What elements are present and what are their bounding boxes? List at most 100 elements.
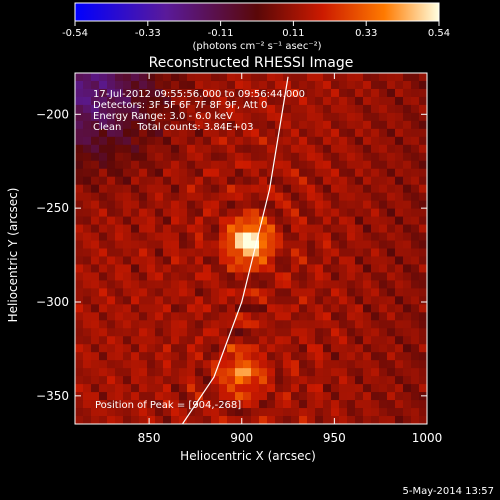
heatmap-cell: [363, 272, 372, 281]
heatmap-cell: [387, 176, 396, 186]
heatmap-cell: [203, 232, 212, 241]
heatmap-cell: [387, 192, 396, 202]
heatmap-cell: [147, 392, 156, 401]
heatmap-cell: [227, 152, 236, 162]
heatmap-cell: [235, 376, 244, 385]
heatmap-cell: [211, 80, 220, 90]
heatmap-cell: [123, 128, 132, 138]
heatmap-cell: [123, 136, 132, 146]
heatmap-cell: [387, 296, 396, 305]
heatmap-cell: [307, 280, 316, 289]
heatmap-cell: [403, 73, 412, 82]
heatmap-cell: [179, 392, 188, 401]
heatmap-cell: [155, 208, 164, 217]
heatmap-cell: [331, 336, 340, 345]
heatmap-cell: [411, 80, 420, 90]
heatmap-cell: [163, 152, 172, 162]
heatmap-cell: [163, 280, 172, 289]
heatmap-cell: [219, 328, 228, 337]
heatmap-cell: [347, 408, 356, 417]
heatmap-cell: [371, 392, 380, 401]
heatmap-cell: [163, 376, 172, 385]
heatmap-cell: [75, 224, 84, 233]
heatmap-cell: [267, 304, 276, 313]
heatmap-cell: [307, 88, 316, 98]
heatmap-cell: [395, 73, 404, 82]
heatmap-cell: [147, 360, 156, 369]
heatmap-cell: [243, 296, 252, 305]
heatmap-cell: [331, 304, 340, 313]
heatmap-cell: [419, 88, 427, 98]
heatmap-cell: [259, 232, 268, 241]
heatmap-cell: [243, 368, 252, 377]
heatmap-cell: [331, 200, 340, 210]
heatmap-cell: [83, 112, 92, 122]
heatmap-cell: [411, 288, 420, 297]
heatmap-cell: [235, 256, 244, 265]
heatmap-cell: [419, 136, 427, 146]
heatmap-cell: [251, 184, 260, 194]
heatmap-cell: [187, 264, 196, 273]
heatmap-cell: [403, 400, 412, 409]
heatmap-cell: [419, 184, 427, 194]
heatmap-cell: [139, 408, 148, 417]
heatmap-cell: [203, 224, 212, 233]
heatmap-cell: [99, 240, 108, 249]
heatmap-cell: [163, 224, 172, 233]
heatmap-cell: [235, 408, 244, 417]
heatmap-cell: [131, 184, 140, 194]
heatmap-cell: [363, 224, 372, 233]
heatmap-cell: [283, 224, 292, 233]
heatmap-cell: [419, 80, 427, 90]
heatmap-cell: [331, 328, 340, 337]
heatmap-cell: [163, 120, 172, 130]
heatmap-cell: [299, 184, 308, 194]
heatmap-cell: [123, 376, 132, 385]
heatmap-cell: [131, 128, 140, 138]
heatmap-cell: [163, 400, 172, 409]
heatmap-cell: [403, 304, 412, 313]
heatmap-cell: [323, 408, 332, 417]
heatmap-cell: [115, 136, 124, 146]
heatmap-cell: [83, 264, 92, 273]
heatmap-cell: [195, 336, 204, 345]
heatmap-cell: [307, 392, 316, 401]
heatmap-cell: [403, 384, 412, 393]
heatmap-cell: [235, 128, 244, 138]
heatmap-cell: [379, 224, 388, 233]
heatmap-cell: [331, 128, 340, 138]
heatmap-cell: [211, 376, 220, 385]
heatmap-cell: [259, 360, 268, 369]
heatmap-cell: [147, 376, 156, 385]
heatmap-cell: [163, 80, 172, 90]
heatmap-cell: [155, 176, 164, 186]
heatmap-cell: [75, 104, 84, 114]
heatmap-cell: [395, 336, 404, 345]
heatmap-cell: [83, 208, 92, 217]
heatmap-cell: [371, 240, 380, 249]
heatmap-cell: [75, 312, 84, 321]
heatmap-cell: [203, 200, 212, 210]
heatmap-cell: [187, 152, 196, 162]
heatmap-cell: [387, 232, 396, 241]
heatmap-cell: [411, 336, 420, 345]
heatmap-cell: [99, 80, 108, 90]
heatmap-cell: [163, 192, 172, 202]
heatmap-cell: [179, 360, 188, 369]
heatmap-cell: [371, 176, 380, 186]
heatmap-cell: [411, 160, 420, 170]
heatmap-cell: [187, 200, 196, 210]
heatmap-cell: [187, 272, 196, 281]
heatmap-cell: [355, 168, 364, 178]
heatmap-cell: [251, 368, 260, 377]
heatmap-cell: [139, 73, 148, 82]
heatmap-cell: [91, 168, 100, 178]
heatmap-cell: [251, 312, 260, 321]
heatmap-cell: [307, 296, 316, 305]
heatmap-cell: [291, 312, 300, 321]
heatmap-cell: [315, 408, 324, 417]
heatmap-cell: [403, 96, 412, 106]
heatmap-cell: [291, 128, 300, 138]
heatmap-cell: [411, 320, 420, 329]
